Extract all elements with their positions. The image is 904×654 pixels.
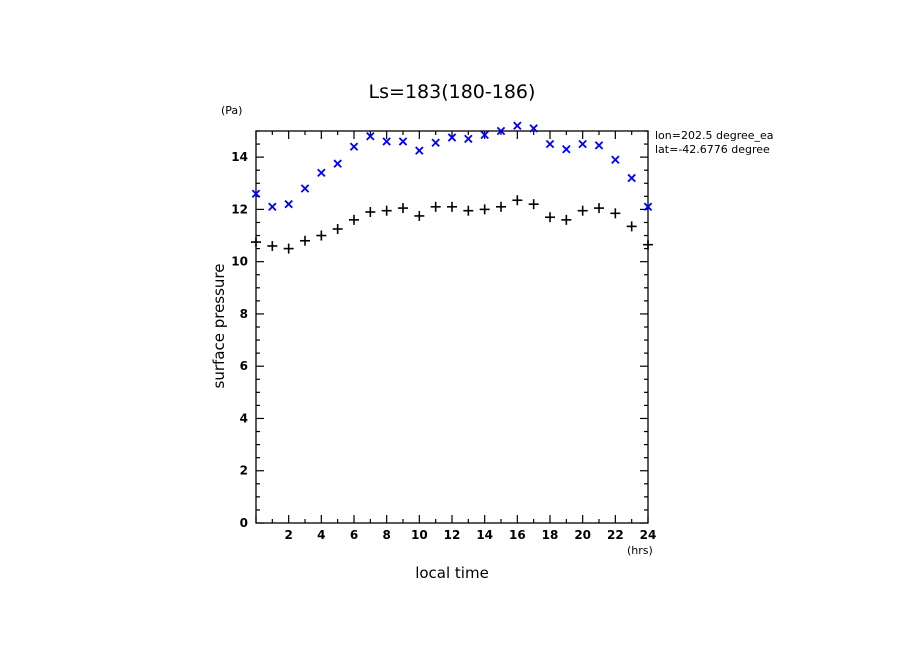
data-point — [643, 239, 653, 250]
data-point — [627, 173, 636, 183]
y-tick-label: 2 — [240, 464, 248, 478]
y-tick-label: 8 — [240, 307, 248, 321]
data-point — [611, 155, 620, 164]
data-point — [251, 237, 261, 248]
data-point — [447, 201, 457, 212]
data-point — [415, 146, 424, 155]
x-tick-label: 14 — [476, 528, 493, 542]
data-point — [496, 126, 506, 136]
data-point — [463, 205, 474, 216]
data-point — [267, 240, 278, 251]
series-1 — [251, 195, 653, 254]
data-point — [561, 214, 572, 225]
x-tick-label: 10 — [411, 528, 428, 542]
x-tick-label: 12 — [444, 528, 461, 542]
chart-title: Ls=183(180-186) — [369, 81, 536, 103]
data-point — [529, 124, 538, 133]
data-point — [316, 230, 327, 241]
data-point — [349, 214, 359, 225]
annotation-lon: lon=202.5 degree_ea — [655, 129, 774, 142]
data-point — [464, 134, 473, 144]
data-point — [562, 145, 571, 154]
data-point — [284, 199, 293, 209]
y-tick-label: 6 — [240, 359, 248, 373]
data-point — [333, 159, 342, 168]
data-point — [300, 184, 310, 193]
y-tick-label: 4 — [240, 411, 248, 425]
data-point — [577, 205, 588, 216]
data-point — [430, 201, 441, 212]
data-point — [594, 141, 604, 150]
data-point — [578, 139, 587, 149]
data-point — [332, 224, 343, 234]
data-point — [268, 202, 277, 212]
data-point — [381, 205, 392, 216]
y-tick-label: 0 — [240, 516, 248, 530]
data-point — [545, 212, 555, 223]
y-unit-label: (Pa) — [221, 104, 242, 117]
plot-frame — [255, 130, 649, 524]
data-point — [431, 138, 440, 147]
data-point — [398, 137, 408, 146]
data-point — [447, 133, 457, 142]
y-tick-label: 10 — [231, 255, 248, 269]
data-point — [414, 210, 425, 221]
data-point — [512, 195, 523, 206]
x-tick-label: 22 — [607, 528, 624, 542]
data-point — [626, 221, 637, 232]
x-tick-label: 6 — [350, 528, 358, 542]
data-point — [643, 202, 653, 212]
data-point — [610, 208, 621, 219]
data-point — [545, 139, 555, 149]
x-tick-label: 18 — [542, 528, 559, 542]
data-point — [528, 199, 539, 210]
x-tick-label: 16 — [509, 528, 526, 542]
x-tick-label: 20 — [574, 528, 591, 542]
x-unit-label: (hrs) — [627, 544, 653, 557]
data-point — [300, 235, 310, 246]
data-marks — [251, 121, 653, 254]
data-point — [398, 203, 408, 214]
y-tick-label: 14 — [231, 150, 248, 164]
data-point — [496, 201, 506, 212]
x-tick-label: 24 — [640, 528, 657, 542]
data-point — [349, 142, 359, 151]
series-0 — [251, 121, 653, 212]
data-point — [479, 204, 490, 215]
y-axis-title: surface pressure — [210, 264, 228, 389]
data-point — [365, 207, 376, 218]
data-point — [382, 137, 391, 146]
x-axis-title: local time — [415, 564, 489, 582]
x-tick-label: 8 — [382, 528, 390, 542]
data-point — [594, 203, 604, 214]
data-point — [283, 243, 294, 254]
data-point — [317, 168, 326, 178]
y-tick-label: 12 — [231, 202, 248, 216]
data-point — [366, 131, 375, 141]
x-tick-label: 2 — [284, 528, 292, 542]
data-point — [251, 189, 261, 198]
data-point — [480, 130, 489, 140]
annotation-lat: lat=-42.6776 degree — [655, 143, 770, 156]
data-point — [513, 121, 522, 131]
x-tick-label: 4 — [317, 528, 325, 542]
